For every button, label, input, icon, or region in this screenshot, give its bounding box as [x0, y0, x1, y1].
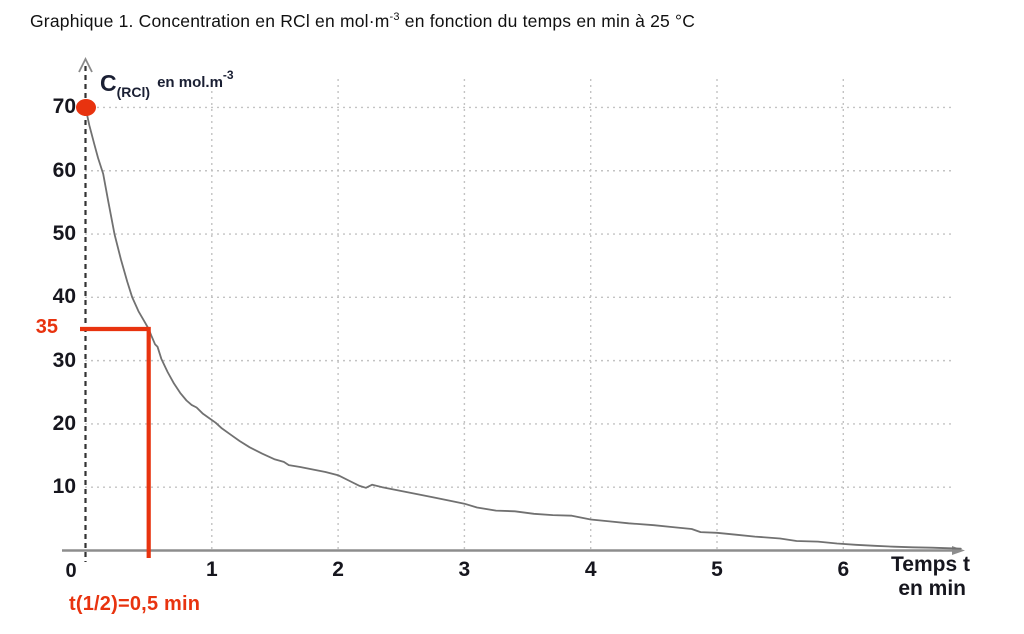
x-axis-origin-label: 0: [65, 560, 77, 582]
y-tick-label: 10: [52, 475, 76, 499]
x-tick-label: 2: [332, 558, 344, 581]
x-axis-label: Temps t en min: [845, 553, 970, 601]
x-tick-label: 6: [837, 558, 850, 581]
chart-title-suffix: en fonction du temps en min à 25 °C: [399, 11, 696, 31]
half-life-marker-lines: [80, 326, 151, 558]
x-axis-label-line1: Temps t: [891, 553, 970, 576]
y-axis-unit: en mol.m: [157, 74, 223, 91]
y-tick-label: 40: [52, 285, 76, 309]
y-tick-label: 60: [52, 158, 76, 182]
y-tick-label: 70: [52, 95, 76, 119]
start-point-marker: [76, 98, 96, 116]
y-axis-label: C(RCl) en mol.m-3: [100, 68, 234, 100]
y-tick-label: 20: [52, 411, 76, 435]
x-tick-label: 4: [584, 558, 597, 581]
x-tick-label: 1: [205, 558, 218, 581]
y-axis-subscript: (RCl): [116, 84, 151, 100]
concentration-curve: [84, 106, 962, 550]
y-tick-label: 50: [52, 222, 76, 246]
x-axis-label-line2: en min: [898, 577, 966, 600]
y-axis-symbol: C: [100, 70, 117, 96]
half-life-time-label: t(1/2)=0,5 min: [69, 593, 201, 615]
y-tick-label: 30: [52, 348, 76, 372]
y-axis-arrow: [78, 56, 93, 73]
y-axis-exponent: -3: [222, 68, 234, 82]
chart-title: Graphique 1. Concentration en RCl en mol…: [30, 11, 695, 32]
x-tick-label: 3: [458, 558, 471, 581]
x-tick-label: 5: [711, 558, 723, 581]
chart-title-text: Graphique 1. Concentration en RCl en mol…: [30, 11, 390, 31]
half-concentration-label: 35: [35, 316, 58, 338]
chart-title-exponent: -3: [389, 11, 400, 24]
